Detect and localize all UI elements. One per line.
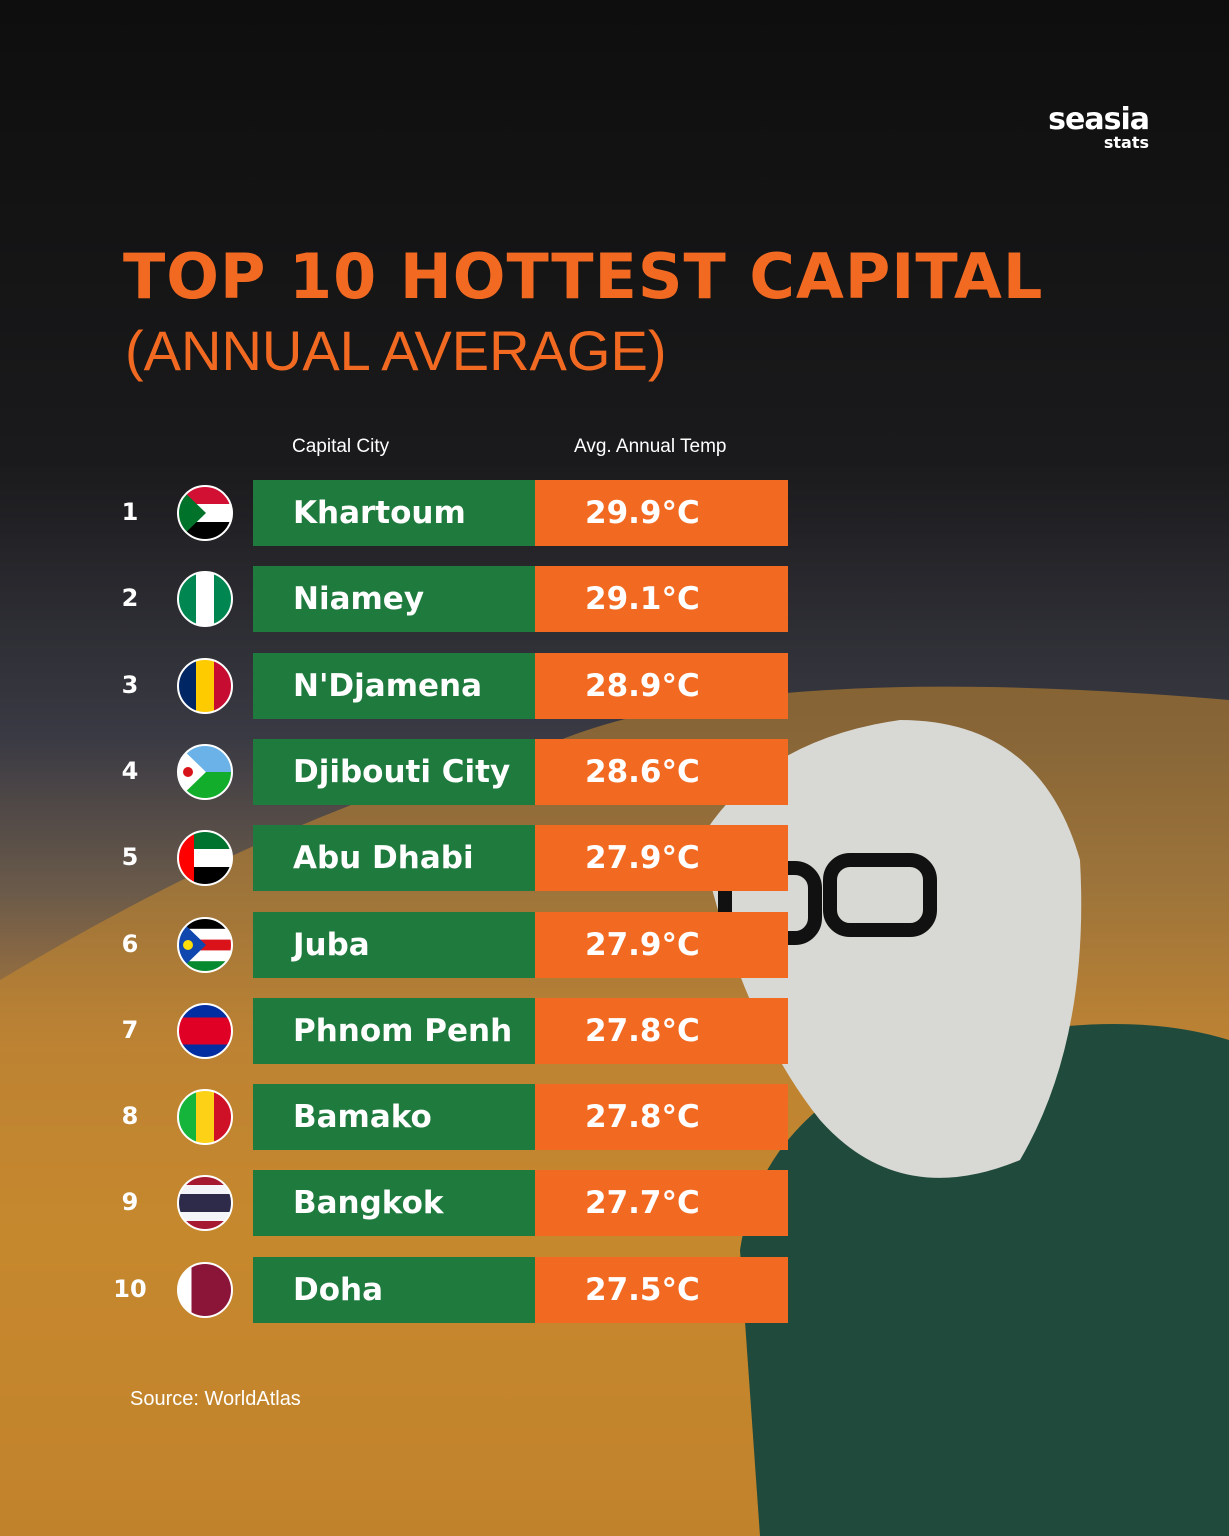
flag-star [183, 939, 193, 950]
flag [177, 1261, 233, 1318]
rank: 10 [113, 1274, 147, 1303]
city-cell: Khartoum [253, 480, 535, 546]
rank: 2 [121, 584, 139, 613]
flag [177, 830, 233, 887]
city-cell: Phnom Penh [253, 997, 535, 1064]
flag-stripe [178, 949, 232, 962]
brand-name: seasia [1048, 102, 1150, 137]
title: TOP 10 HOTTEST CAPITAL [123, 240, 1044, 313]
temp-cell: 27.7°C [535, 1170, 788, 1237]
flag-stripe [178, 917, 232, 929]
temp-cell: 28.6°C [535, 738, 788, 805]
flag-stripe [196, 1090, 215, 1145]
temp-cell: 28.9°C [535, 652, 788, 719]
source: Source: WorldAtlas [130, 1388, 301, 1410]
flag [177, 571, 233, 628]
rank: 7 [121, 1015, 139, 1044]
rank: 1 [121, 498, 139, 526]
city-cell: Bangkok [253, 1170, 535, 1237]
temp-cell: 27.8°C [535, 997, 788, 1064]
figure-scarf [700, 720, 1082, 1178]
flag-body [178, 917, 232, 972]
city-cell: Doha [253, 1256, 535, 1323]
figure-glasses [823, 853, 937, 937]
flag-stripe [178, 960, 232, 972]
temp-cell: 29.9°C [535, 480, 788, 546]
flag-ring [177, 571, 233, 628]
city-cell: Juba [253, 911, 535, 978]
flag-stripe [178, 1044, 232, 1058]
flag [177, 485, 233, 541]
flag-stripe [178, 1185, 232, 1195]
rank: 9 [121, 1188, 139, 1217]
flag [177, 1089, 233, 1146]
flag-stripe [191, 1262, 206, 1317]
flag-stripe [178, 928, 232, 940]
flag-body [178, 1176, 232, 1231]
brand-sub: stats [1103, 133, 1149, 152]
flag-stripe [178, 1176, 232, 1186]
city-cell: Niamey [253, 566, 535, 633]
flag-ring [177, 1261, 233, 1318]
rank: 8 [121, 1102, 139, 1131]
flag-ring [177, 916, 233, 973]
column-header: Capital City [292, 436, 390, 457]
flag-ring [177, 485, 233, 541]
flag [177, 743, 233, 800]
flag-star [183, 766, 193, 777]
flag-stripe [178, 1003, 232, 1018]
rank: 4 [121, 756, 139, 785]
temp-cell: 27.9°C [535, 911, 788, 978]
flag-ring [177, 743, 233, 800]
temp-cell: 27.5°C [535, 1256, 788, 1323]
city-cell: Djibouti City [253, 738, 535, 805]
flag-stripe [178, 1212, 232, 1222]
flag [177, 1002, 233, 1059]
flag-body [178, 744, 232, 799]
flag-body [178, 831, 232, 886]
flag-ring [177, 657, 233, 714]
flag-stripe [178, 1194, 232, 1204]
flag-stripe [178, 1262, 192, 1317]
flag-ring [177, 1002, 233, 1059]
city-cell: Bamako [253, 1084, 535, 1151]
temp-cell: 27.8°C [535, 1084, 788, 1151]
flag-triangle [178, 486, 206, 540]
flag [177, 1175, 233, 1232]
flag-ring [177, 830, 233, 887]
flag-stripe [178, 1221, 232, 1231]
flag-stripe [196, 572, 215, 627]
subtitle: (ANNUAL AVERAGE) [125, 319, 667, 382]
flag-stripe [178, 1030, 232, 1045]
flag-stripe [178, 1017, 232, 1032]
rank: 5 [121, 843, 139, 872]
flag [177, 657, 233, 714]
temp-cell: 27.9°C [535, 825, 788, 892]
flag [177, 916, 233, 973]
flag-body [178, 486, 232, 540]
city-cell: N'Djamena [253, 652, 535, 719]
flag-stripe [218, 1262, 232, 1317]
temp-cell: 29.1°C [535, 566, 788, 633]
column-header: Avg. Annual Temp [574, 436, 727, 457]
rank: 6 [121, 929, 139, 958]
brand: seasia stats [1048, 102, 1150, 152]
flag-stripe [205, 1262, 219, 1317]
flag-stripe [178, 1203, 232, 1213]
flag-ring [177, 1089, 233, 1146]
rank: 3 [121, 670, 139, 699]
flag-ring [177, 1175, 233, 1232]
flag-stripe [196, 658, 215, 713]
city-cell: Abu Dhabi [253, 825, 535, 892]
